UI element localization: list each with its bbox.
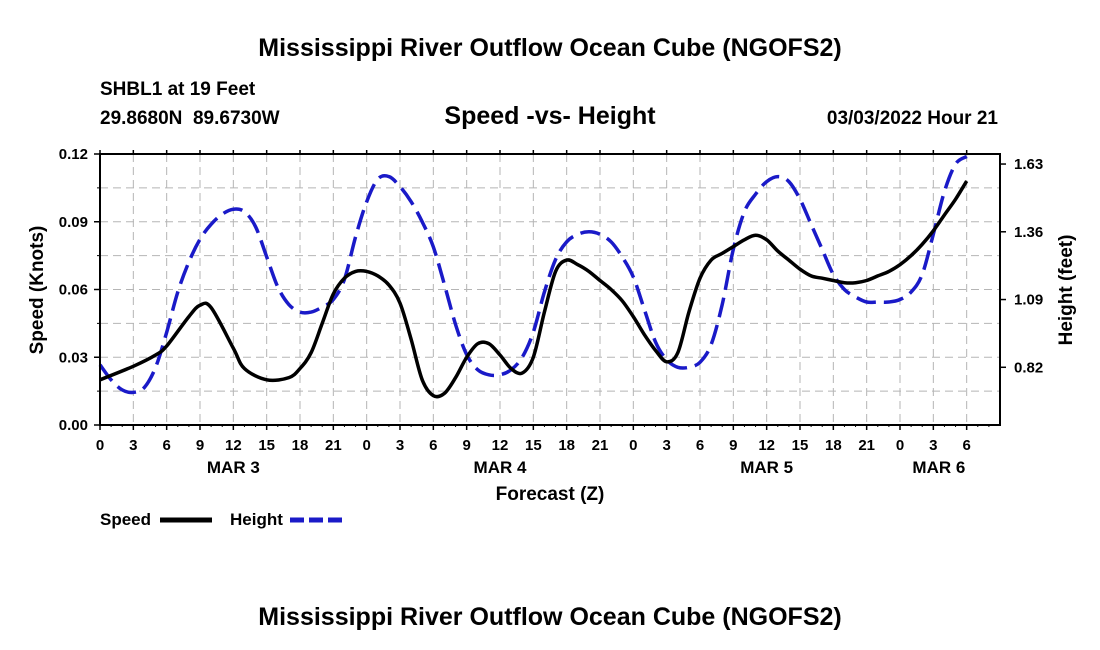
x-tick-label: 12 — [225, 437, 242, 454]
y-tick-label: 0.00 — [59, 417, 88, 434]
x-tick-label: 0 — [896, 437, 904, 454]
date-label: MAR 3 — [207, 458, 260, 477]
legend-height-label: Height — [230, 510, 283, 529]
y-tick-label: 0.09 — [59, 214, 88, 231]
x-tick-label: 15 — [792, 437, 809, 454]
x-axis-title: Forecast (Z) — [496, 484, 605, 505]
x-tick-label: 3 — [396, 437, 404, 454]
x-tick-label: 6 — [429, 437, 437, 454]
y-tick-label: 0.03 — [59, 349, 88, 366]
station-label: SHBL1 at 19 Feet — [100, 79, 256, 100]
x-tick-label: 18 — [292, 437, 309, 454]
x-tick-label: 3 — [929, 437, 937, 454]
y2-tick-label: 1.09 — [1014, 292, 1043, 309]
y2-tick-label: 1.63 — [1014, 156, 1043, 173]
x-tick-label: 0 — [629, 437, 637, 454]
x-tick-label: 0 — [96, 437, 104, 454]
x-tick-label: 9 — [462, 437, 470, 454]
grid — [99, 154, 1000, 425]
date-label: MAR 5 — [740, 458, 793, 477]
x-tick-label: 21 — [325, 437, 342, 454]
footer-title: Mississippi River Outflow Ocean Cube (NG… — [258, 603, 841, 631]
x-tick-label: 3 — [129, 437, 137, 454]
x-tick-label: 0 — [362, 437, 370, 454]
series-layer — [98, 154, 969, 399]
date-label: MAR 6 — [912, 458, 965, 477]
page-title: Mississippi River Outflow Ocean Cube (NG… — [258, 34, 841, 62]
y2-axis-title: Height (feet) — [1056, 235, 1077, 346]
x-tick-label: 12 — [492, 437, 509, 454]
x-tick-label: 6 — [696, 437, 704, 454]
y-axis-title: Speed (Knots) — [27, 226, 48, 355]
x-tick-label: 21 — [592, 437, 609, 454]
legend: Speed Height — [100, 510, 342, 529]
x-tick-label: 6 — [962, 437, 970, 454]
x-tick-label: 21 — [858, 437, 875, 454]
coordinates-label: 29.8680N 89.6730W — [100, 108, 280, 129]
date-label: MAR 4 — [474, 458, 527, 477]
x-tick-label: 9 — [729, 437, 737, 454]
x-tick-label: 6 — [162, 437, 170, 454]
x-tick-label: 18 — [558, 437, 575, 454]
x-tick-label: 12 — [758, 437, 775, 454]
x-tick-label: 3 — [662, 437, 670, 454]
chart-title: Speed -vs- Height — [444, 102, 656, 130]
x-tick-label: 9 — [196, 437, 204, 454]
y2-tick-label: 0.82 — [1014, 359, 1043, 376]
y2-tick-label: 1.36 — [1014, 224, 1043, 241]
x-tick-label: 15 — [525, 437, 542, 454]
timestamp-label: 03/03/2022 Hour 21 — [827, 108, 999, 129]
speed-series-line — [99, 180, 969, 399]
legend-speed-label: Speed — [100, 510, 151, 529]
y-tick-label: 0.12 — [59, 146, 88, 163]
x-tick-label: 15 — [258, 437, 275, 454]
axes: 0 3 6 9 12 15 18 21 0 3 6 9 12 15 18 21 0 3 6 9 12 15 18 21 0 3 6 M… — [59, 146, 1043, 477]
x-tick-label: 18 — [825, 437, 842, 454]
y-tick-label: 0.06 — [59, 282, 88, 299]
